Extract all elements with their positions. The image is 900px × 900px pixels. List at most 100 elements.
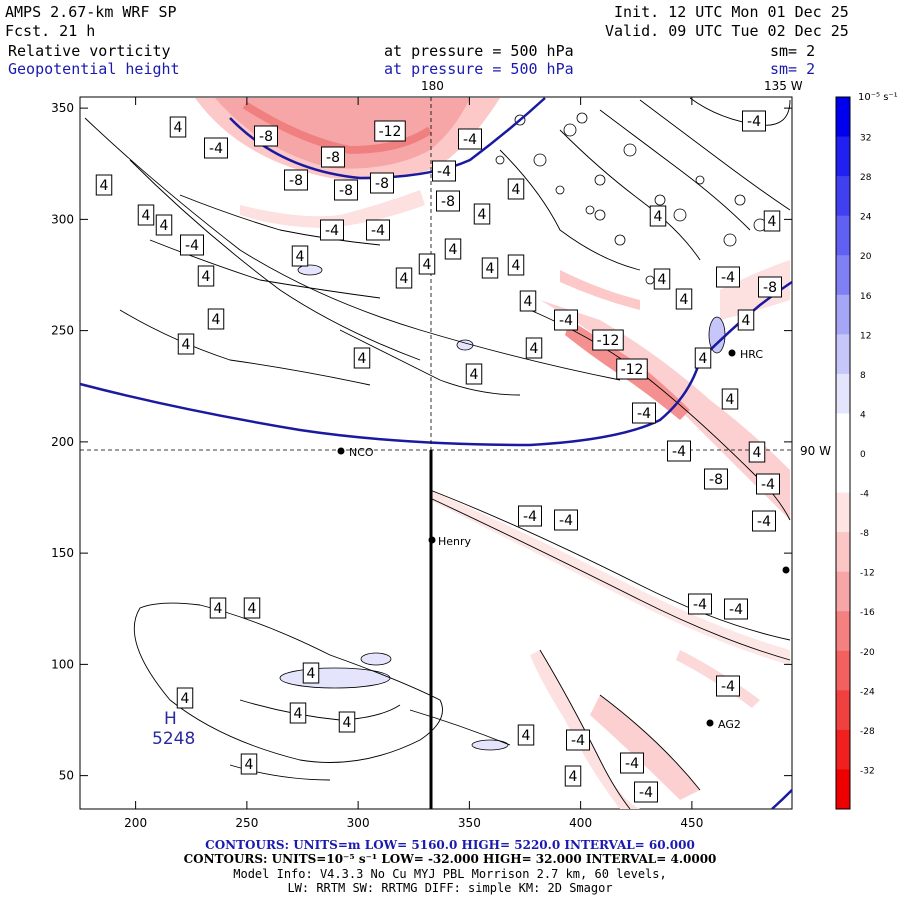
svg-text:4: 4 <box>512 258 521 274</box>
svg-text:4: 4 <box>100 178 109 194</box>
contour-info-vorticity: CONTOURS: UNITS=10⁻⁵ s⁻¹ LOW= -32.000 HI… <box>183 852 717 866</box>
contour-label: 4 <box>748 441 766 463</box>
colorbar: 10⁻⁵ s⁻¹ 32 28 24 20 16 12 8 4 0 -4 -8 -12 -16 -20 -24… <box>835 92 898 810</box>
y-tick-label: 150 <box>51 546 74 560</box>
contour-label: -4 <box>366 219 390 241</box>
colorbar-swatch <box>836 215 850 256</box>
colorbar-tick-label: 20 <box>860 252 872 262</box>
colorbar-tick-label: -24 <box>860 687 875 697</box>
svg-text:-8: -8 <box>375 176 389 192</box>
colorbar-swatch <box>836 571 850 612</box>
svg-text:4: 4 <box>726 392 735 408</box>
svg-text:4: 4 <box>470 367 479 383</box>
colorbar-swatch <box>836 97 850 138</box>
contour-label: -4 <box>566 729 590 751</box>
svg-text:-4: -4 <box>721 679 735 695</box>
svg-text:-4: -4 <box>672 444 686 460</box>
colorbar-swatch <box>836 136 850 177</box>
svg-text:4: 4 <box>160 218 169 234</box>
y-tick-label: 50 <box>59 769 74 783</box>
y-tick-label: 350 <box>51 101 74 115</box>
contour-label: -4 <box>688 593 712 615</box>
svg-text:4: 4 <box>530 341 539 357</box>
svg-text:-4: -4 <box>437 164 451 180</box>
svg-text:-4: -4 <box>463 132 477 148</box>
contour-label: 4 <box>525 337 543 359</box>
svg-text:-4: -4 <box>559 313 573 329</box>
pressure-level-1: at pressure = 500 hPa <box>384 42 574 60</box>
contour-label: 4 <box>694 347 712 369</box>
high-value: 5248 <box>152 729 195 749</box>
station-hrc: HRC <box>728 348 763 361</box>
valid-time: Valid. 09 UTC Tue 02 Dec 25 <box>605 22 849 40</box>
svg-text:4: 4 <box>181 691 190 707</box>
contour-label: -8 <box>436 190 460 212</box>
contour-label: 4 <box>95 174 113 196</box>
colorbar-unit: 10⁻⁵ s⁻¹ <box>858 92 898 103</box>
contour-label: -4 <box>554 309 578 331</box>
model-info-line2: LW: RRTM SW: RRTMG DIFF: simple KM: 2D S… <box>287 881 613 895</box>
svg-text:-4: -4 <box>625 756 639 772</box>
colorbar-swatch <box>836 729 850 770</box>
contour-label: 4 <box>338 711 356 733</box>
lon-135w-label: 135 W <box>764 79 803 93</box>
contour-label: -4 <box>634 781 658 803</box>
svg-text:4: 4 <box>512 182 521 198</box>
svg-text:4: 4 <box>307 666 316 682</box>
contour-label: -4 <box>620 752 644 774</box>
colorbar-tick-label: 24 <box>860 213 872 223</box>
colorbar-swatch <box>836 413 850 454</box>
colorbar-tick-label: 12 <box>860 331 871 341</box>
contour-label: 4 <box>721 388 739 410</box>
colorbar-tick-label: 8 <box>860 371 866 381</box>
station-henry-label: Henry <box>438 535 472 548</box>
svg-text:4: 4 <box>753 445 762 461</box>
contour-label: 4 <box>302 662 320 684</box>
svg-text:4: 4 <box>296 249 305 265</box>
contour-label: 4 <box>395 267 413 289</box>
station-marker <box>782 566 790 574</box>
svg-text:-4: -4 <box>761 477 775 493</box>
model-info-line1: Model Info: V4.3.3 No Cu MYJ PBL Morriso… <box>233 867 667 881</box>
contour-label: 4 <box>517 724 535 746</box>
svg-text:-4: -4 <box>571 733 585 749</box>
contour-label: 4 <box>649 205 667 227</box>
svg-text:-4: -4 <box>325 223 339 239</box>
colorbar-tick-label: 0 <box>860 450 866 460</box>
svg-text:-8: -8 <box>709 472 723 488</box>
svg-text:-8: -8 <box>326 150 340 166</box>
contour-label: 4 <box>243 597 261 619</box>
contour-label: -12 <box>374 120 406 142</box>
contour-label: 4 <box>177 333 195 355</box>
svg-text:4: 4 <box>478 207 487 223</box>
contour-label: -12 <box>616 358 648 380</box>
svg-text:4: 4 <box>423 257 432 273</box>
station-nco-label: NCO <box>349 446 374 459</box>
contour-label: 4 <box>207 308 225 330</box>
svg-text:-4: -4 <box>639 785 653 801</box>
colorbar-tick-label: 28 <box>860 173 872 183</box>
svg-text:-4: -4 <box>185 238 199 254</box>
init-time: Init. 12 UTC Mon 01 Dec 25 <box>614 3 849 21</box>
field-label-height: Geopotential height <box>8 60 180 78</box>
y-tick-label: 250 <box>51 324 74 338</box>
colorbar-swatch <box>836 650 850 691</box>
contour-label: 4 <box>353 347 371 369</box>
contour-label: -4 <box>756 473 780 495</box>
station-nco: NCO <box>337 446 374 459</box>
x-tick-label: 450 <box>680 816 703 830</box>
contour-info-height: CONTOURS: UNITS=m LOW= 5160.0 HIGH= 5220… <box>205 838 695 852</box>
contour-label: -4 <box>320 219 344 241</box>
contour-label: -4 <box>667 440 691 462</box>
svg-text:4: 4 <box>680 292 689 308</box>
svg-text:-8: -8 <box>441 194 455 210</box>
svg-text:-4: -4 <box>757 514 771 530</box>
svg-text:4: 4 <box>654 209 663 225</box>
contour-label: -4 <box>518 505 542 527</box>
svg-text:4: 4 <box>524 294 533 310</box>
model-title: AMPS 2.67-km WRF SP <box>5 3 177 21</box>
x-tick-label: 250 <box>235 816 258 830</box>
contour-label: 4 <box>137 204 155 226</box>
forecast-hour: Fcst. 21 h <box>5 22 96 40</box>
contour-label: 4 <box>763 210 781 232</box>
